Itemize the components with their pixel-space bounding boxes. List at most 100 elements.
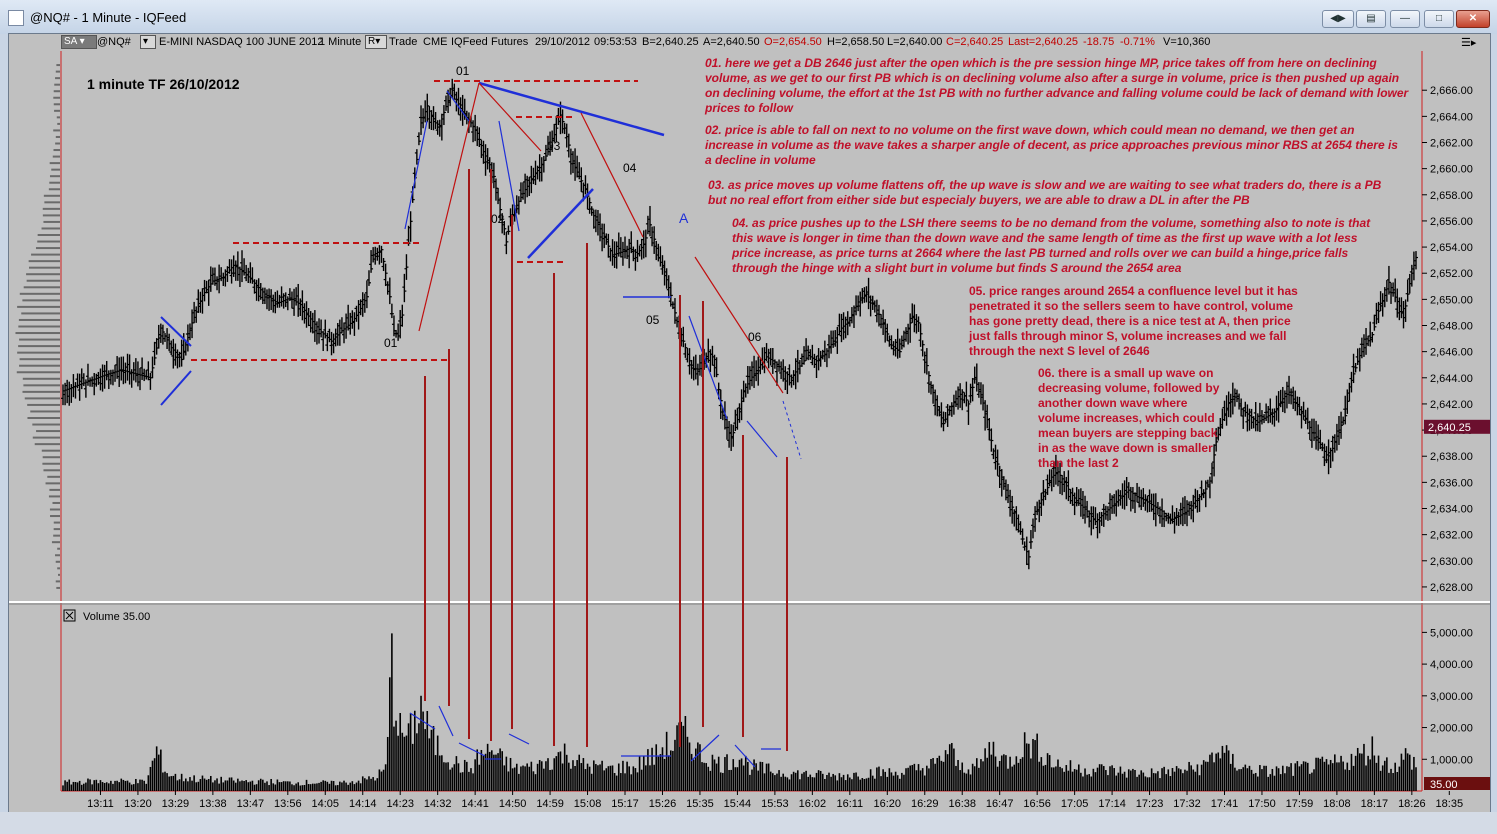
- volume-profile-bar: [32, 423, 60, 426]
- wave-trend-extension: [782, 400, 802, 460]
- ask-label: A=2,640.50: [703, 36, 760, 48]
- x-tick-label: 14:32: [424, 798, 452, 810]
- volume-profile-bar: [19, 364, 60, 367]
- volume-profile-bar: [53, 129, 60, 132]
- x-tick-label: 18:26: [1398, 798, 1426, 810]
- y-tick-label: 2,644.00: [1430, 373, 1473, 385]
- symbol-box-icon[interactable]: ▾: [140, 35, 156, 49]
- annotation-note-line: volume, as we get to our first PB which …: [705, 71, 1399, 85]
- volume-pane-title: Volume 35.00: [83, 611, 150, 623]
- x-tick-label: 15:26: [649, 798, 677, 810]
- downtrend-line: [478, 81, 665, 137]
- x-tick-label: 18:17: [1361, 798, 1389, 810]
- volume-profile-bar: [56, 116, 60, 119]
- wave-label: A: [679, 210, 689, 226]
- volume-profile-bar: [24, 397, 60, 400]
- volume-profile-bar: [22, 390, 60, 393]
- volume-profile-bar: [51, 541, 60, 544]
- y-tick-label: 2,642.00: [1430, 399, 1473, 411]
- volume-profile-bar: [22, 377, 60, 380]
- volume-profile-bar: [19, 338, 60, 341]
- annotation-note-line: 06. there is a small up wave on: [1038, 366, 1213, 380]
- volume-profile-bar: [52, 155, 60, 158]
- x-tick-label: 18:35: [1436, 798, 1464, 810]
- window-control-b-icon[interactable]: ▤: [1356, 10, 1386, 28]
- volume-profile-bar: [52, 501, 60, 504]
- small-wedge-upper: [160, 316, 192, 347]
- volume-label: V=10,360: [1163, 36, 1211, 48]
- y-tick-label: 2,646.00: [1430, 347, 1473, 359]
- annotation-note-line: increase in volume as the wave takes a s…: [705, 138, 1398, 152]
- x-tick-label: 16:47: [986, 798, 1014, 810]
- volume-profile-bar: [53, 534, 60, 537]
- high-label: H=2,658.50: [827, 36, 885, 48]
- volume-profile-bar: [28, 260, 60, 263]
- x-tick-label: 14:50: [499, 798, 527, 810]
- minimize-button[interactable]: —: [1390, 10, 1420, 28]
- wave-line: [688, 315, 728, 420]
- volume-profile-bar: [18, 325, 60, 328]
- wave-label: 03: [547, 139, 561, 153]
- interval-label[interactable]: 1 Minute: [319, 36, 362, 48]
- volume-profile-bar: [26, 273, 61, 276]
- annotation-note-line: has gone pretty dead, there is a nice te…: [969, 314, 1291, 328]
- volume-profile-bar: [17, 305, 60, 308]
- annotation-note-line: 01. here we get a DB 2646 just after the…: [705, 56, 1377, 70]
- volume-profile-bar: [27, 403, 60, 406]
- annotation-note-line: a decline in volume: [705, 153, 816, 167]
- x-tick-label: 17:32: [1173, 798, 1201, 810]
- volume-profile-bar: [57, 122, 60, 125]
- wave-line: [404, 120, 428, 230]
- y-tick-label: 2,648.00: [1430, 321, 1473, 333]
- window-control-a-icon[interactable]: ◀▶: [1322, 10, 1354, 28]
- y-tick-label: 2,654.00: [1430, 242, 1473, 254]
- volume-profile-bar: [21, 312, 60, 315]
- bid-label: B=2,640.25: [642, 36, 699, 48]
- annotation-note: 02. price is able to fall on next to no …: [705, 123, 1398, 167]
- volume-profile-bar: [36, 430, 60, 433]
- sa-label: SA: [64, 36, 77, 47]
- wave-line: [446, 90, 470, 122]
- y-tick-label: 2,632.00: [1430, 530, 1473, 542]
- volume-profile-bar: [42, 214, 60, 217]
- maximize-button[interactable]: □: [1424, 10, 1454, 28]
- x-tick-label: 14:41: [461, 798, 489, 810]
- x-tick-label: 15:53: [761, 798, 789, 810]
- y-tick-label: 2,628.00: [1430, 582, 1473, 594]
- volume-profile-bar: [37, 234, 60, 236]
- close-button[interactable]: ✕: [1456, 10, 1490, 28]
- x-tick-label: 14:14: [349, 798, 377, 810]
- x-tick-label: 14:59: [536, 798, 564, 810]
- horizontal-scrollbar[interactable]: [0, 812, 1497, 834]
- annotation-note-line: through the hinge with a slight burt in …: [732, 261, 1182, 275]
- annotation-note-line: 04. as price pushes up to the LSH there …: [732, 216, 1371, 230]
- volume-profile-bar: [48, 188, 60, 191]
- y-tick-label: 2,630.00: [1430, 556, 1473, 568]
- r-dropdown[interactable]: R▾: [365, 35, 387, 49]
- annotation-note-line: on declining volume, the effort at the 1…: [705, 86, 1410, 100]
- volume-profile-bar: [42, 456, 60, 459]
- wave-trend: [478, 82, 542, 152]
- volume-profile-bar: [43, 220, 60, 223]
- volume-profile-bar: [55, 77, 60, 80]
- toolbar-menu-icon[interactable]: ☰▸: [1461, 37, 1477, 49]
- volume-profile-bar: [22, 299, 60, 302]
- sa-dropdown[interactable]: SA ▾: [61, 35, 97, 49]
- chart-title: 1 minute TF 26/10/2012: [87, 76, 240, 92]
- volume-profile-bar: [47, 475, 60, 478]
- volume-profile-bar: [49, 488, 60, 491]
- open-label: O=2,654.50: [764, 36, 822, 48]
- time-label: 09:53:53: [594, 36, 637, 48]
- volume-close-icon: [63, 609, 76, 622]
- volume-profile-bar: [50, 515, 60, 518]
- price-volume-chart: 2,628.00 2,630.00 2,632.00 2,634.00 2,636.00…: [9, 51, 1490, 812]
- annotation-note-line: penetrated it so the sellers seem to hav…: [969, 299, 1293, 313]
- annotation-note-line: price increase, as price turns at 2664 w…: [731, 246, 1349, 260]
- wave-trend: [418, 82, 480, 332]
- wave-line: [498, 120, 520, 232]
- y-tick-label: 2,652.00: [1430, 268, 1473, 280]
- small-wedge-lower: [160, 370, 192, 406]
- volume-profile-bar: [54, 109, 60, 112]
- annotation-note: 06. there is a small up wave on decreasin…: [1038, 366, 1220, 470]
- volume-profile-bar: [19, 358, 60, 361]
